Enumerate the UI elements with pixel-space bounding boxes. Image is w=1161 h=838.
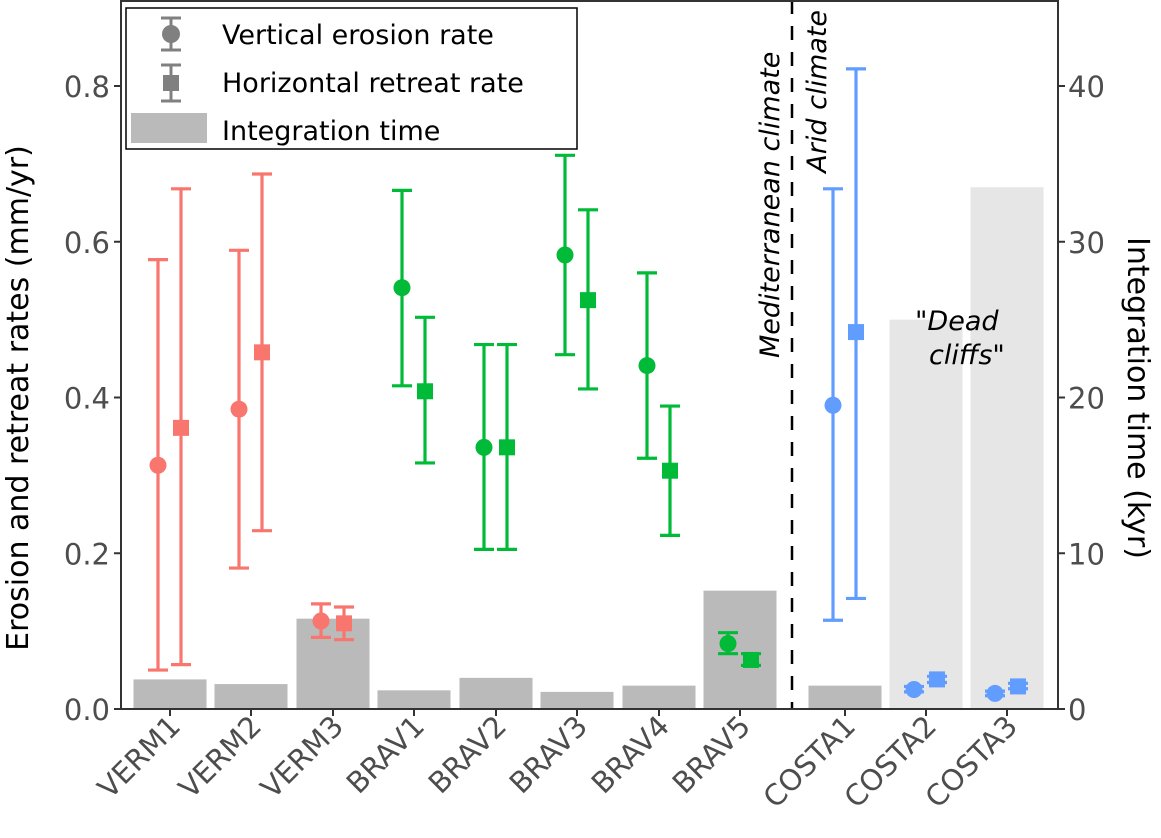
vertical-erosion-brav2-point [475,438,493,456]
horizontal-retreat-verm1-point [173,419,189,436]
vertical-erosion-brav3-point [556,246,574,264]
errors-layer [148,67,1028,702]
y2-tick-label: 20 [1068,382,1105,416]
x-tick-label-brav1: BRAV1 [340,709,431,800]
vertical-erosion-costa3-point [986,684,1004,702]
x-tick-label-brav3: BRAV3 [503,709,594,800]
horizontal-retreat-brav1-point [417,383,433,400]
horizontal-retreat-brav2 [497,342,517,551]
horizontal-retreat-costa2 [927,671,947,688]
vertical-erosion-brav5 [718,631,738,656]
vertical-erosion-costa1-point [824,396,842,414]
vertical-erosion-brav1-point [393,279,411,297]
y-axis-title: Erosion and retreat rates (mm/yr) [1,145,36,651]
legend-bar-icon [131,113,207,143]
horizontal-retreat-costa3-point [1010,678,1026,695]
horizontal-retreat-brav4-point [662,462,678,479]
legend: Vertical erosion rate Horizontal retreat… [125,7,578,150]
integration-time-bar-costa1 [808,685,882,709]
integration-time-bar-brav1 [377,690,451,709]
x-ticks: VERM1VERM2VERM3BRAV1BRAV2BRAV3BRAV4BRAV5… [91,709,1024,815]
y2-tick-label: 0 [1068,693,1086,727]
vertical-erosion-costa1 [823,187,843,622]
x-tick-label-verm2: VERM2 [172,709,268,805]
integration-time-bar-verm2 [214,684,288,709]
horizontal-retreat-brav2-point [499,439,515,456]
horizontal-retreat-brav4 [660,404,680,537]
vertical-erosion-verm2 [229,248,249,570]
y2-tick-label: 40 [1068,70,1105,104]
vertical-erosion-verm3-point [312,612,330,630]
y-tick-label: 0.4 [64,382,110,416]
y-tick-label: 0.8 [64,70,110,104]
legend-item-horizontal-retreat: Horizontal retreat rate [161,63,524,103]
vertical-erosion-costa2-point [905,681,923,699]
horizontal-retreat-verm3-point [336,615,352,632]
y2-tick-label: 10 [1068,537,1105,571]
vertical-erosion-brav1 [392,188,412,388]
divider-layer: Mediterranean climate Arid climate "Dead… [755,0,1005,709]
y2-axis-title: Integration time (kyr) [1120,237,1155,559]
y-tick-label: 0.0 [64,693,110,727]
integration-time-bar-brav3 [540,691,614,709]
vertical-erosion-brav5-point [719,635,737,653]
vertical-erosion-verm1 [148,258,168,672]
legend-item-vertical-erosion: Vertical erosion rate [161,16,494,52]
integration-time-bar-brav4 [622,685,696,709]
annotation-mediterranean-climate: Mediterranean climate [755,52,786,358]
horizontal-retreat-brav1 [415,315,435,465]
vertical-erosion-brav3 [555,153,575,357]
legend-label-vertical-erosion: Vertical erosion rate [222,20,494,51]
y-tick-label: 0.2 [64,537,110,571]
annotation-dead-cliffs-line1: "Dead [915,306,999,337]
axes-layer [120,0,1059,710]
horizontal-retreat-verm1 [171,187,191,667]
x-tick-label-verm3: VERM3 [254,709,350,805]
legend-item-integration-time: Integration time [131,113,440,147]
horizontal-retreat-brav3-point [580,292,596,309]
integration-time-bar-brav2 [459,677,533,709]
legend-square-icon [163,75,179,91]
horizontal-retreat-costa1-point [848,324,864,341]
y-tick-label: 0.6 [64,226,110,260]
y2-tick-label: 30 [1068,226,1105,260]
horizontal-retreat-brav3 [578,208,598,391]
integration-time-bar-costa3 [970,187,1044,710]
vertical-erosion-costa2 [904,681,924,699]
legend-label-horizontal-retreat: Horizontal retreat rate [222,68,524,99]
x-tick-label-brav4: BRAV4 [585,709,676,800]
integration-time-bar-brav5 [703,590,777,709]
vertical-erosion-verm1-point [149,456,167,474]
vertical-erosion-brav2 [474,342,494,551]
vertical-erosion-brav4 [637,271,657,460]
integration-time-bar-costa2 [889,319,963,709]
legend-label-integration-time: Integration time [222,116,440,147]
horizontal-retreat-costa3 [1008,678,1028,695]
horizontal-retreat-brav5 [741,651,761,668]
horizontal-retreat-verm2-point [254,344,270,361]
y2-ticks: 0 10 20 30 40 [1058,70,1105,727]
annotation-dead-cliffs-line2: cliffs" [929,340,1005,371]
vertical-erosion-costa3 [985,684,1005,702]
horizontal-retreat-brav5-point [743,651,759,668]
y-ticks: 0.0 0.2 0.4 0.6 0.8 [64,70,121,727]
integration-time-bar-verm1 [133,679,207,709]
legend-circle-icon [162,25,180,43]
annotation-arid-climate: Arid climate [802,10,833,175]
horizontal-retreat-verm2 [252,172,272,533]
x-tick-label-brav5: BRAV5 [666,709,757,800]
horizontal-retreat-costa2-point [929,671,945,688]
horizontal-retreat-verm3 [334,605,354,642]
x-tick-label-brav2: BRAV2 [422,709,513,800]
vertical-erosion-verm3 [311,602,331,639]
integration-time-bar-verm3 [296,618,370,709]
horizontal-retreat-costa1 [846,67,866,601]
bars-layer [133,187,1044,710]
vertical-erosion-verm2-point [230,400,248,418]
vertical-erosion-brav4-point [638,357,656,375]
